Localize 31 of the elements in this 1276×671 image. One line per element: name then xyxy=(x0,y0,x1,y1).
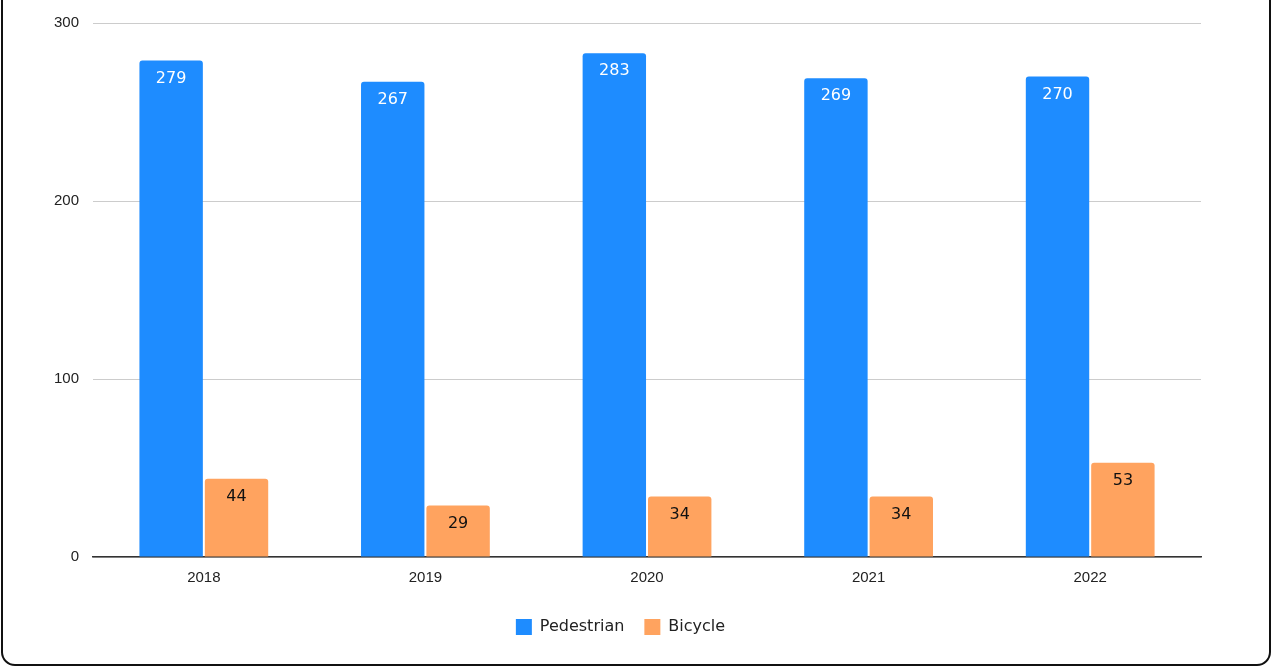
bar xyxy=(139,60,203,557)
x-tick-label: 2021 xyxy=(851,568,886,586)
y-tick-label: 300 xyxy=(54,13,80,31)
data-label: 29 xyxy=(447,512,469,532)
x-tick-label: 2022 xyxy=(1073,568,1107,586)
bar xyxy=(1025,76,1090,557)
bar xyxy=(869,496,933,557)
data-label: 279 xyxy=(155,67,187,87)
bar xyxy=(804,78,868,557)
y-tick-label: 0 xyxy=(70,547,80,565)
x-tick-label: 2020 xyxy=(630,568,664,586)
data-label: 269 xyxy=(820,85,852,105)
legend-label: Bicycle xyxy=(668,616,726,636)
legend-label: Pedestrian xyxy=(539,616,625,636)
data-label: 34 xyxy=(891,503,912,523)
data-label: 53 xyxy=(1112,469,1134,489)
data-label: 34 xyxy=(669,503,690,523)
data-label: 270 xyxy=(1042,83,1073,103)
x-tick-label: 2019 xyxy=(408,568,443,586)
bar xyxy=(647,496,712,557)
bar xyxy=(361,81,425,557)
bar xyxy=(582,53,647,557)
data-label: 267 xyxy=(377,88,409,108)
bar xyxy=(426,505,490,557)
bar xyxy=(204,478,269,557)
data-label: 44 xyxy=(226,485,247,505)
y-tick-label: 100 xyxy=(54,369,80,387)
data-label: 283 xyxy=(599,60,630,80)
x-tick-label: 2018 xyxy=(187,568,221,586)
bar xyxy=(1091,462,1155,557)
y-tick-label: 200 xyxy=(54,191,80,209)
